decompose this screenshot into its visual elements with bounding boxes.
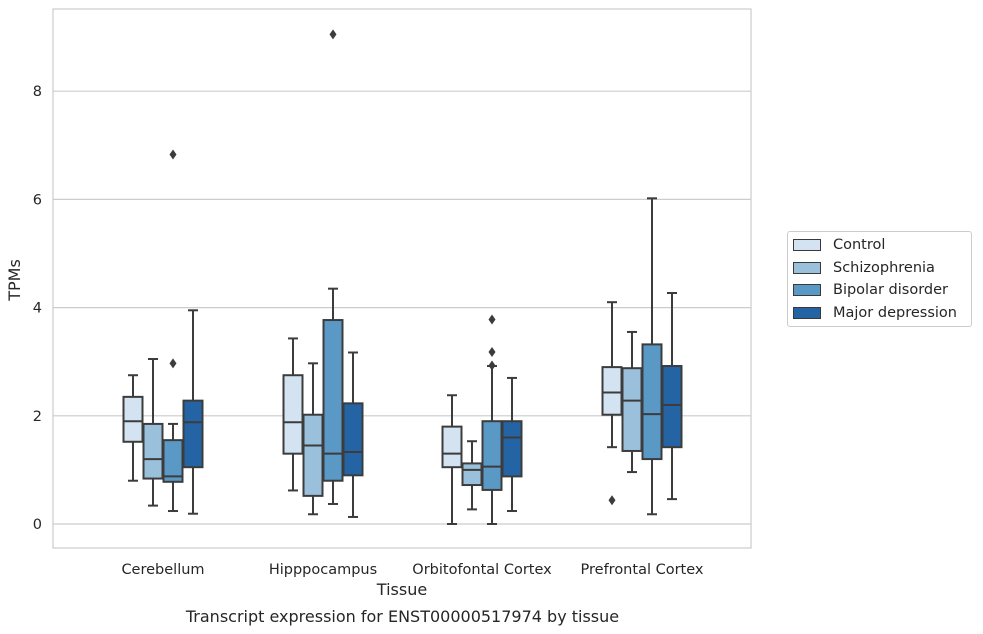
outlier-point xyxy=(329,29,337,40)
legend-swatch xyxy=(793,306,821,319)
box-iqr xyxy=(441,425,463,469)
chart-caption: Transcript expression for ENST0000051797… xyxy=(185,607,620,626)
box-iqr xyxy=(302,413,324,497)
outlier-point xyxy=(169,358,177,369)
outlier-point xyxy=(169,149,177,160)
y-tick-label: 0 xyxy=(33,517,42,533)
box-bipolar-disorder xyxy=(481,314,503,525)
box-iqr xyxy=(122,395,144,443)
y-axis-label: TPMs xyxy=(5,259,24,302)
legend-item: Control xyxy=(793,235,885,255)
box-iqr xyxy=(621,367,643,452)
legend-label: Schizophrenia xyxy=(833,259,935,276)
box-control xyxy=(441,394,463,525)
legend-swatch xyxy=(793,261,821,274)
box-iqr xyxy=(601,366,623,416)
box-iqr xyxy=(282,374,304,455)
legend-label: Major depression xyxy=(833,304,957,321)
box-schizophrenia xyxy=(142,357,164,507)
y-tick-label: 2 xyxy=(33,409,42,425)
legend-label: Bipolar disorder xyxy=(833,282,948,298)
x-tick-label: Orbitofontal Cortex xyxy=(412,562,552,578)
box-iqr xyxy=(142,422,164,480)
box-iqr xyxy=(501,420,523,478)
legend-label: Control xyxy=(833,237,886,253)
y-tick-label: 6 xyxy=(33,192,42,208)
box-bipolar-disorder xyxy=(162,149,184,513)
x-axis-ticks: Cerebellum Hipppocampus Orbitofontal Corte… xyxy=(121,562,703,578)
legend-swatch xyxy=(793,284,821,296)
box-schizophrenia xyxy=(461,440,483,511)
box-iqr xyxy=(641,343,663,461)
box-schizophrenia xyxy=(302,362,324,516)
x-tick-label: Hipppocampus xyxy=(269,562,377,578)
box-major-depression xyxy=(182,309,204,515)
box-iqr xyxy=(461,462,483,487)
boxes xyxy=(122,29,683,525)
box-major-depression xyxy=(501,376,523,513)
box-major-depression xyxy=(342,351,364,518)
legend-item: Major depression xyxy=(793,303,957,323)
x-tick-label: Prefrontal Cortex xyxy=(581,562,704,578)
box-iqr xyxy=(481,420,503,491)
box-control xyxy=(601,301,623,506)
outlier-point xyxy=(488,314,496,325)
legend-item: Schizophrenia xyxy=(793,258,935,278)
box-control xyxy=(122,374,144,482)
box-iqr xyxy=(661,365,683,449)
box-major-depression xyxy=(661,291,683,501)
outlier-point xyxy=(488,346,496,357)
y-axis-ticks: 0 2 4 6 8 xyxy=(33,84,42,533)
y-tick-label: 4 xyxy=(33,301,42,317)
legend-item: Bipolar disorder xyxy=(793,280,948,300)
x-tick-label: Cerebellum xyxy=(121,562,204,578)
y-tick-label: 8 xyxy=(33,84,42,100)
box-schizophrenia xyxy=(621,330,643,474)
plot-area xyxy=(52,8,752,549)
box-iqr xyxy=(182,399,204,469)
legend-swatch xyxy=(793,239,821,251)
box-iqr xyxy=(342,402,364,477)
box-control xyxy=(282,337,304,492)
box-bipolar-disorder xyxy=(641,197,663,516)
box-iqr xyxy=(322,319,344,482)
x-axis-label: Tissue xyxy=(376,580,427,599)
box-bipolar-disorder xyxy=(322,29,344,505)
legend: Control Schizophrenia Bipolar disorder Majo… xyxy=(787,231,972,327)
outlier-point xyxy=(488,360,496,371)
outlier-point xyxy=(608,495,616,506)
